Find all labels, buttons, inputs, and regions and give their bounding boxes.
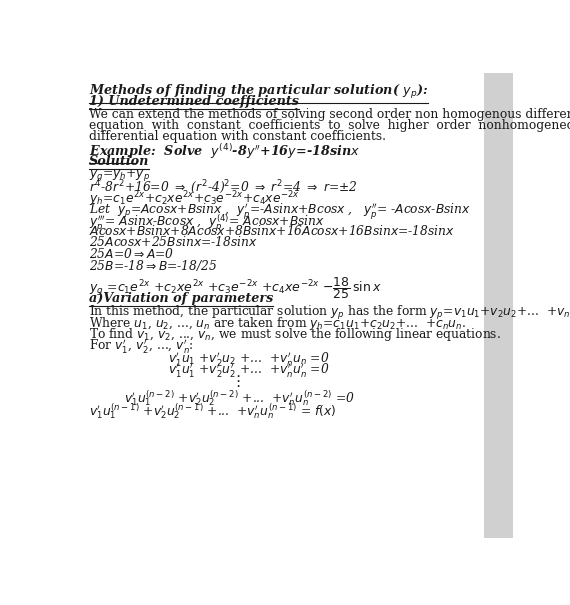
Text: $y^{\prime\prime\prime}_p$= $A$sin$x$-$B$cos$x$ ,  $y^{(4)}_p$= $A$cos$x$+$B$sin: $y^{\prime\prime\prime}_p$= $A$sin$x$-$B…: [89, 212, 325, 234]
Text: In this method, the particular solution $y_p$ has the form $y_p$=$v_1u_1$+$v_2u_: In this method, the particular solution …: [89, 304, 570, 322]
Text: $A$cos$x$+$B$sin$x$+8$A$cos$x$+8$B$sin$x$+16$A$cos$x$+16$B$sin$x$=-18sin$x$: $A$cos$x$+$B$sin$x$+8$A$cos$x$+8$B$sin$x…: [89, 223, 455, 238]
Text: $v^{\prime}_1u^{\prime}_1$ +$v^{\prime}_2u^{\prime}_2$ +...  +$v^{\prime}_nu^{\p: $v^{\prime}_1u^{\prime}_1$ +$v^{\prime}_…: [169, 361, 330, 379]
Text: a)Variation of parameters: a)Variation of parameters: [89, 292, 273, 304]
Text: equation  with  constant  coefficients  to  solve  higher  order  nonhomogeneous: equation with constant coefficients to s…: [89, 119, 570, 132]
Text: $v^{\prime}_1u_1$ +$v^{\prime}_2u_2$ +...  +$v^{\prime}_nu_n$ =0: $v^{\prime}_1u_1$ +$v^{\prime}_2u_2$ +..…: [169, 350, 330, 368]
Text: $y_g$ =$c_1e^{2x}$ +$c_2xe^{2x}$ +$c_3e^{-2x}$ +$c_4xe^{-2x}$ $-\dfrac{18}{25}\,: $y_g$ =$c_1e^{2x}$ +$c_2xe^{2x}$ +$c_3e^…: [89, 275, 382, 301]
Text: $v^{\prime}_1u_1^{(n-1)}$ +$v^{\prime}_2u_2^{(n-1)}$ +...  +$v^{\prime}_nu_n^{(n: $v^{\prime}_1u_1^{(n-1)}$ +$v^{\prime}_2…: [89, 402, 336, 421]
Text: $y_g$=$y_h$+$y_p$: $y_g$=$y_h$+$y_p$: [89, 167, 150, 183]
Text: 1) Undetermined coefficients: 1) Undetermined coefficients: [89, 95, 299, 108]
Text: differential equation with constant coefficients.: differential equation with constant coef…: [89, 130, 386, 143]
Text: $\vdots$: $\vdots$: [230, 373, 241, 388]
Text: $v^{\prime}_1u_1^{(n-2)}$ +$v^{\prime}_2u_2^{(n-2)}$ +...  +$v^{\prime}_nu_n^{(n: $v^{\prime}_1u_1^{(n-2)}$ +$v^{\prime}_2…: [124, 388, 356, 408]
Text: We can extend the methods of solving second order non homogenous differential: We can extend the methods of solving sec…: [89, 108, 570, 121]
Bar: [484, 73, 513, 538]
Text: $y_h$=$c_1e^{2x}$+$c_2xe^{2x}$+$c_3e^{-2x}$+$c_4xe^{-2x}$: $y_h$=$c_1e^{2x}$+$c_2xe^{2x}$+$c_3e^{-2…: [89, 189, 300, 209]
Text: Methods of finding the particular solution( $y_p$):: Methods of finding the particular soluti…: [89, 83, 428, 101]
Text: Where $u_1$, $u_2$, ..., $u_n$ are taken from $y_h$=$c_1u_1$+$c_2u_2$+...  +$c_n: Where $u_1$, $u_2$, ..., $u_n$ are taken…: [89, 315, 466, 332]
Text: To find $v_1$, $v_2$, ..., $v_n$, we must solve the following linear equations.: To find $v_1$, $v_2$, ..., $v_n$, we mus…: [89, 326, 501, 343]
Text: 25$B$=-18$\Rightarrow$$B$=-18/25: 25$B$=-18$\Rightarrow$$B$=-18/25: [89, 258, 217, 273]
Text: Example:  Solve  $y^{(4)}$-8$y^{\prime\prime}$+16$y$=-18sin$x$: Example: Solve $y^{(4)}$-8$y^{\prime\pri…: [89, 143, 360, 162]
Text: 25$A$=0$\Rightarrow$$A$=0: 25$A$=0$\Rightarrow$$A$=0: [89, 247, 174, 261]
Text: For $v^{\prime}_1$, $v^{\prime}_2$, ..., $v^{\prime}_n$:: For $v^{\prime}_1$, $v^{\prime}_2$, ...,…: [89, 337, 194, 355]
Text: 25$A$cos$x$+25$B$sin$x$=-18sin$x$: 25$A$cos$x$+25$B$sin$x$=-18sin$x$: [89, 235, 258, 249]
Text: Solution: Solution: [89, 155, 149, 168]
Text: $r^4$-8$r^2$+16=0 $\Rightarrow$ ($r^2$-4)$^2$=0 $\Rightarrow$ $r^2$=4 $\Rightarr: $r^4$-8$r^2$+16=0 $\Rightarrow$ ($r^2$-4…: [89, 178, 357, 196]
Text: Let  $y_p$=$A$cos$x$+$B$sin$x$ ,  $y^{\prime}_p$=-$A$sin$x$+$B$cos$x$ ,   $y^{\p: Let $y_p$=$A$cos$x$+$B$sin$x$ , $y^{\pri…: [89, 201, 471, 221]
